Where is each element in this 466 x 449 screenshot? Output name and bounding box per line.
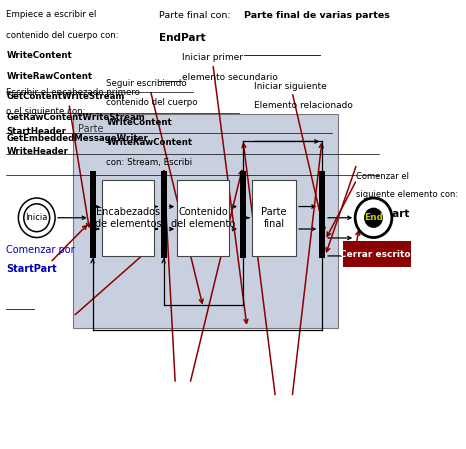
Text: StartHeader: StartHeader: [6, 127, 66, 136]
Text: siguiente elemento con:: siguiente elemento con:: [356, 190, 458, 199]
Text: con: Stream, Escribi: con: Stream, Escribi: [106, 158, 192, 167]
Circle shape: [355, 198, 392, 238]
Text: Seguir escribiendo: Seguir escribiendo: [106, 79, 187, 88]
Text: StartPart: StartPart: [356, 209, 410, 219]
Text: o el siguiente con:: o el siguiente con:: [6, 107, 86, 116]
FancyBboxPatch shape: [161, 171, 166, 258]
Text: contenido del cuerpo: contenido del cuerpo: [106, 98, 198, 107]
Text: Parte final con:: Parte final con:: [158, 11, 230, 20]
FancyBboxPatch shape: [102, 180, 154, 256]
Text: WriteRawContent: WriteRawContent: [106, 138, 192, 147]
FancyBboxPatch shape: [343, 241, 411, 267]
Text: Parte: Parte: [78, 124, 103, 134]
FancyBboxPatch shape: [252, 180, 296, 256]
Text: EndPart: EndPart: [158, 33, 205, 43]
Text: Elemento relacionado: Elemento relacionado: [254, 101, 353, 110]
Text: elemento secundario: elemento secundario: [182, 73, 277, 82]
Circle shape: [24, 204, 50, 232]
Text: End: End: [364, 213, 383, 222]
Text: Parte final de varias partes: Parte final de varias partes: [244, 11, 390, 20]
Text: WriteContent: WriteContent: [106, 118, 172, 127]
Circle shape: [365, 208, 382, 227]
Text: Iniciar siguiente: Iniciar siguiente: [254, 82, 327, 91]
Text: Comenzar el: Comenzar el: [356, 172, 409, 180]
Text: Parte
final: Parte final: [261, 207, 287, 229]
Text: StartPart: StartPart: [6, 264, 57, 273]
Text: GetRawContentWriteStream: GetRawContentWriteStream: [6, 113, 145, 122]
Text: Contenido
del elemento: Contenido del elemento: [171, 207, 235, 229]
Text: WriteRawContent: WriteRawContent: [6, 72, 92, 81]
Text: Escribir el encabezado primero: Escribir el encabezado primero: [6, 88, 140, 97]
Text: Comenzar por: Comenzar por: [6, 245, 75, 255]
Text: WriteHeader: WriteHeader: [6, 147, 68, 156]
Text: contenido del cuerpo con:: contenido del cuerpo con:: [6, 31, 119, 40]
Text: Empiece a escribir el: Empiece a escribir el: [6, 10, 96, 19]
Text: GetEmbeddedMessageWriter: GetEmbeddedMessageWriter: [6, 134, 148, 143]
Text: Encabezados
de elementos: Encabezados de elementos: [95, 207, 161, 229]
FancyBboxPatch shape: [240, 171, 246, 258]
FancyBboxPatch shape: [73, 114, 338, 328]
FancyBboxPatch shape: [319, 171, 325, 258]
Circle shape: [18, 198, 55, 238]
FancyBboxPatch shape: [177, 180, 229, 256]
Text: GetContentWriteStream: GetContentWriteStream: [6, 92, 124, 101]
Text: Iniciar primer: Iniciar primer: [182, 53, 242, 62]
Text: Cerrar escritor: Cerrar escritor: [340, 250, 415, 259]
Text: Inicia: Inicia: [26, 213, 48, 222]
Text: WriteContent: WriteContent: [6, 51, 72, 60]
FancyBboxPatch shape: [90, 171, 96, 258]
